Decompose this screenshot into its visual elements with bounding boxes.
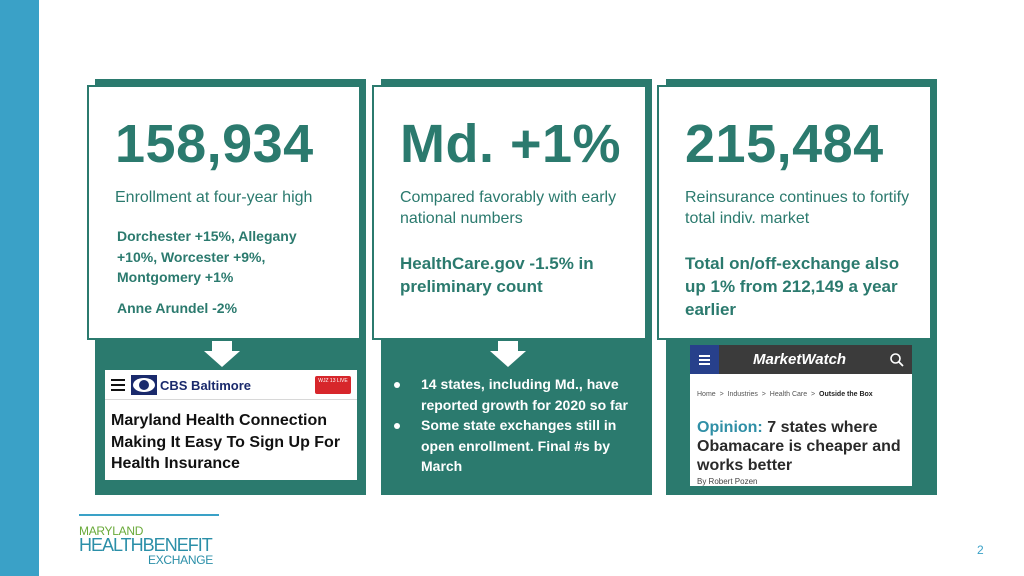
cbs-eye-logo [131,375,157,395]
county-changes: Dorchester +15%, Allegany +10%, Worceste… [117,228,297,285]
total-market-figure: 215,484 [685,114,884,174]
down-arrow-icon [490,341,526,367]
list-item: 14 states, including Md., have reported … [394,374,644,415]
menu-icon[interactable] [111,379,125,391]
marketwatch-logo: MarketWatch [753,351,847,368]
enrollment-subtitle: Enrollment at four-year high [115,189,313,206]
cbs-news-clipping[interactable]: CBS Baltimore WJZ 13 LIVE Maryland Healt… [105,370,357,480]
healthcare-gov-note: HealthCare.gov -1.5% in preliminary coun… [400,254,594,296]
search-icon[interactable] [889,352,905,368]
state-growth-list: 14 states, including Md., have reported … [394,374,644,477]
growth-figure: Md. +1% [400,114,622,174]
marketwatch-clipping[interactable]: MarketWatch Home > Industries > Health C… [690,345,912,486]
list-item: Some state exchanges still in open enrol… [394,415,644,477]
cbs-brand-name: CBS Baltimore [160,378,252,393]
enrollment-figure: 158,934 [115,114,314,174]
byline: By Robert Pozen [697,477,758,486]
marketwatch-header: MarketWatch [690,345,912,374]
total-market-subtitle: Reinsurance continues to fortify total i… [685,189,910,227]
total-market-note: Total on/off-exchange also up 1% from 21… [685,254,900,319]
breadcrumb: Home > Industries > Health Care > Outsid… [697,391,873,398]
page-number: 2 [977,543,984,557]
growth-subtitle: Compared favorably with early national n… [400,189,617,227]
card-maryland-growth: Md. +1% Compared favorably with early na… [372,85,647,340]
county-decline: Anne Arundel -2% [117,300,238,316]
bullet-icon [394,423,400,429]
logo-rule [79,514,219,516]
cbs-headline[interactable]: Maryland Health Connection Making It Eas… [111,412,341,472]
logo-exchange: EXCHANGE [148,553,213,567]
logo-health-benefit: HEALTHBENEFIT [79,535,213,555]
menu-icon[interactable] [690,345,719,374]
card-enrollment: 158,934 Enrollment at four-year high Dor… [87,85,361,340]
logo-maryland: MARYLAND [79,524,144,538]
bullet-icon [394,382,400,388]
marketwatch-headline[interactable]: Opinion: 7 states where Obamacare is che… [697,419,901,474]
live-badge[interactable]: WJZ 13 LIVE [315,376,351,394]
left-accent-bar [0,0,39,576]
down-arrow-icon [204,341,240,367]
cbs-header: CBS Baltimore WJZ 13 LIVE [105,370,357,400]
card-total-market: 215,484 Reinsurance continues to fortify… [657,85,932,340]
